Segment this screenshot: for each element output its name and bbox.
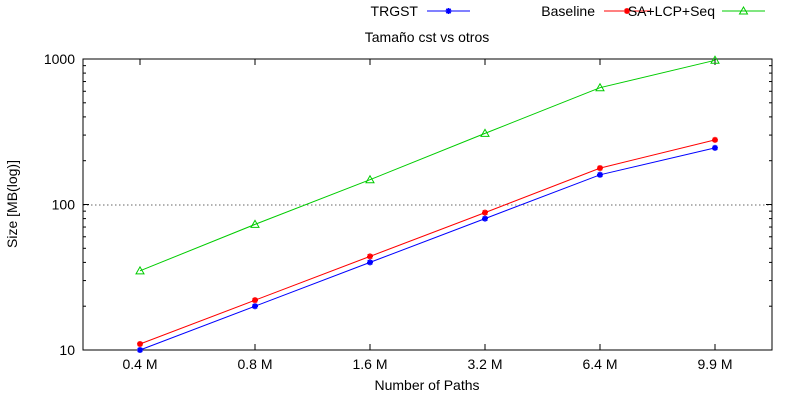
legend-swatch-baseline	[604, 8, 650, 14]
x-tick-label-1: 0.8 M	[237, 356, 272, 372]
data-point-baseline-5	[712, 136, 718, 143]
series-baseline	[137, 136, 718, 347]
legend-marker-1	[624, 8, 630, 14]
y-tick-label-1: 100	[52, 197, 76, 213]
data-point-baseline-3	[482, 209, 488, 216]
data-point-trgst-0	[137, 347, 143, 353]
series-line-trgst	[139, 147, 716, 351]
data-point-baseline-0	[137, 340, 143, 347]
data-point-trgst-2	[367, 259, 373, 266]
series-sa-lcp-seq	[135, 55, 720, 275]
data-point-baseline-2	[367, 253, 373, 260]
data-point-trgst-1	[252, 303, 258, 310]
data-point-baseline-1	[252, 297, 258, 304]
data-point-trgst-3	[482, 215, 488, 222]
legend-item-baseline: Baseline	[541, 3, 650, 19]
legend-marker-0	[445, 8, 452, 14]
legend-swatch-trgst	[427, 8, 470, 14]
chart-title: Tamaño cst vs otros	[365, 29, 490, 45]
axis-ticks: 0.4 M 0.8 M 1.6 M 3.2 M 6.4 M 9.9 M 10 100 1000	[44, 51, 772, 372]
x-axis-label: Number of Paths	[374, 377, 479, 393]
x-tick-label-0: 0.4 M	[122, 356, 157, 372]
x-tick-label-2: 1.6 M	[352, 356, 387, 372]
data-point-sa-lcp-seq-4	[595, 82, 605, 92]
data-point-sa-lcp-seq-3	[480, 128, 490, 137]
series-group	[135, 55, 720, 353]
legend-label-sa-lcp-seq: SA+LCP+Seq	[628, 3, 715, 19]
legend-item-sa-lcp-seq: SA+LCP+Seq	[628, 3, 765, 19]
legend-swatch-sa-lcp-seq	[722, 5, 765, 15]
data-point-baseline-4	[597, 165, 603, 172]
data-point-sa-lcp-seq-1	[250, 219, 260, 228]
series-line-sa-lcp-seq	[139, 59, 716, 272]
legend: TRGST Baseline SA+LCP+Seq	[371, 3, 765, 19]
legend-marker-2	[738, 5, 749, 15]
series-line-baseline	[139, 139, 716, 345]
series-trgst	[137, 144, 718, 353]
x-tick-label-3: 3.2 M	[467, 356, 502, 372]
data-point-trgst-4	[597, 171, 603, 178]
x-tick-label-5: 9.9 M	[697, 356, 732, 372]
y-tick-label-2: 1000	[44, 51, 75, 67]
data-point-sa-lcp-seq-2	[365, 174, 375, 184]
y-tick-label-0: 10	[59, 342, 75, 358]
legend-label-baseline: Baseline	[541, 3, 595, 19]
legend-label-trgst: TRGST	[371, 3, 419, 19]
data-point-sa-lcp-seq-5	[710, 55, 720, 64]
data-point-sa-lcp-seq-0	[135, 265, 145, 275]
legend-item-trgst: TRGST	[371, 3, 470, 19]
data-point-trgst-5	[712, 144, 718, 151]
y-axis-label: Size [MB(log)]	[4, 160, 20, 248]
x-tick-label-4: 6.4 M	[582, 356, 617, 372]
